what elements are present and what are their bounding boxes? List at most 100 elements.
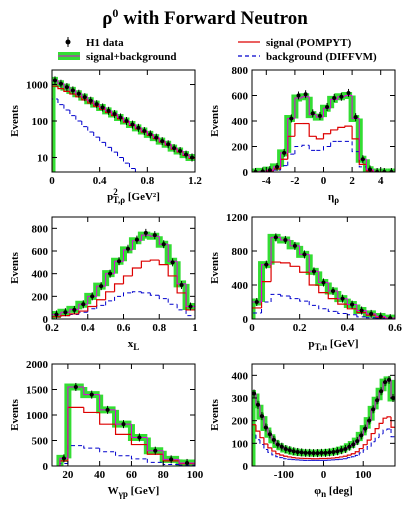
title-sup: 0 [112, 6, 118, 20]
signal-step [322, 133, 331, 139]
background-step [128, 163, 136, 169]
y-axis-label: Events [209, 251, 221, 284]
y-tick-label: 0 [243, 461, 249, 473]
data-point-marker [331, 449, 336, 454]
data-point [275, 162, 280, 171]
data-point [311, 449, 316, 458]
y-axis-label: Events [9, 251, 21, 284]
data-point-marker [350, 302, 355, 307]
x-axis-label-part: n [321, 489, 326, 499]
x-tick-label: 0.6 [117, 322, 131, 334]
data-point-marker [170, 260, 175, 265]
title-rest: with Forward Neutron [123, 8, 308, 29]
background-step [185, 309, 195, 317]
data-point-marker [275, 164, 280, 169]
data-point-marker [321, 280, 326, 285]
data-point [89, 390, 94, 399]
data-point-marker [351, 442, 356, 447]
signal-step [131, 267, 142, 276]
data-point-marker [259, 414, 264, 419]
signal-background-step [99, 394, 116, 411]
data-point [296, 91, 301, 100]
data-point [331, 286, 336, 295]
data-point-marker [311, 451, 316, 456]
background-step [378, 433, 384, 438]
y-tick-label: 100 [32, 116, 49, 128]
signal-step [342, 455, 348, 457]
data-point [252, 389, 256, 398]
background-step [337, 311, 348, 314]
signal-step [390, 416, 395, 428]
background-step [283, 457, 288, 460]
data-point [179, 281, 184, 289]
data-point-marker [184, 152, 189, 157]
data-point-marker [76, 91, 81, 96]
signal-step [263, 437, 268, 445]
signal-step [289, 262, 300, 267]
y-tick-label: 1000 [26, 80, 49, 92]
panel: 0 100 200 300 400 -100 0 100 Events φn [deg] [209, 363, 396, 499]
legend-label: signal (POMPYT) [266, 37, 352, 49]
data-point-marker [283, 447, 288, 451]
x-axis-label-part: [deg] [326, 485, 353, 497]
background-step [375, 317, 386, 319]
data-point [353, 113, 358, 122]
plot-area [252, 88, 395, 172]
signal-step [344, 125, 353, 128]
data-point [54, 310, 59, 319]
data-point [310, 109, 315, 118]
data-point [307, 448, 312, 457]
data-point-marker [379, 389, 384, 394]
signal-step [280, 262, 291, 264]
data-point [291, 447, 296, 456]
background-step [111, 147, 118, 153]
data-point [279, 442, 284, 451]
x-axis-label: Wγp [GeV] [108, 485, 160, 499]
signal-background-step [83, 386, 100, 396]
data-point-marker [359, 433, 364, 438]
data-point [275, 440, 280, 449]
background-step [83, 445, 100, 449]
data-point-marker [70, 88, 75, 93]
background-step [323, 146, 331, 151]
data-point [169, 455, 174, 464]
signal-step [354, 451, 360, 454]
data-point [323, 448, 328, 457]
signal-step [308, 272, 319, 286]
data-point [178, 147, 183, 156]
signal-step [57, 86, 64, 90]
data-point-marker [383, 380, 388, 385]
background-step [81, 121, 88, 128]
x-tick-label: 4 [378, 175, 384, 187]
signal-step [158, 260, 169, 266]
data-point [332, 94, 337, 103]
data-point [369, 309, 374, 318]
x-axis-label-part: p [308, 338, 314, 350]
signal-step [366, 439, 372, 445]
background-step [271, 452, 276, 456]
data-point-marker [255, 402, 260, 407]
data-point-marker [283, 237, 288, 242]
x-tick-label: 0 [49, 175, 55, 187]
panel: 0 200 400 600 800 -4 -2 0 2 4 Events ηρ [209, 65, 396, 205]
data-point [302, 250, 307, 259]
data-point [317, 111, 322, 120]
data-point-marker [166, 142, 171, 147]
data-point-marker [319, 450, 324, 455]
signal-step [267, 444, 272, 449]
data-point-marker [118, 115, 123, 120]
data-point [154, 133, 159, 142]
data-point-marker [52, 78, 57, 83]
signal-step [52, 316, 61, 319]
data-point [259, 412, 264, 421]
data-point [340, 294, 345, 303]
x-axis-label-part: [GeV] [128, 485, 159, 497]
data-point-marker [148, 132, 153, 137]
y-tick-label: 0 [43, 461, 49, 473]
data-point-marker [81, 302, 86, 307]
data-point-marker [307, 450, 312, 455]
data-point-marker [161, 242, 166, 247]
data-point [143, 228, 148, 237]
signal-step [60, 315, 70, 317]
data-point-marker [61, 456, 66, 461]
